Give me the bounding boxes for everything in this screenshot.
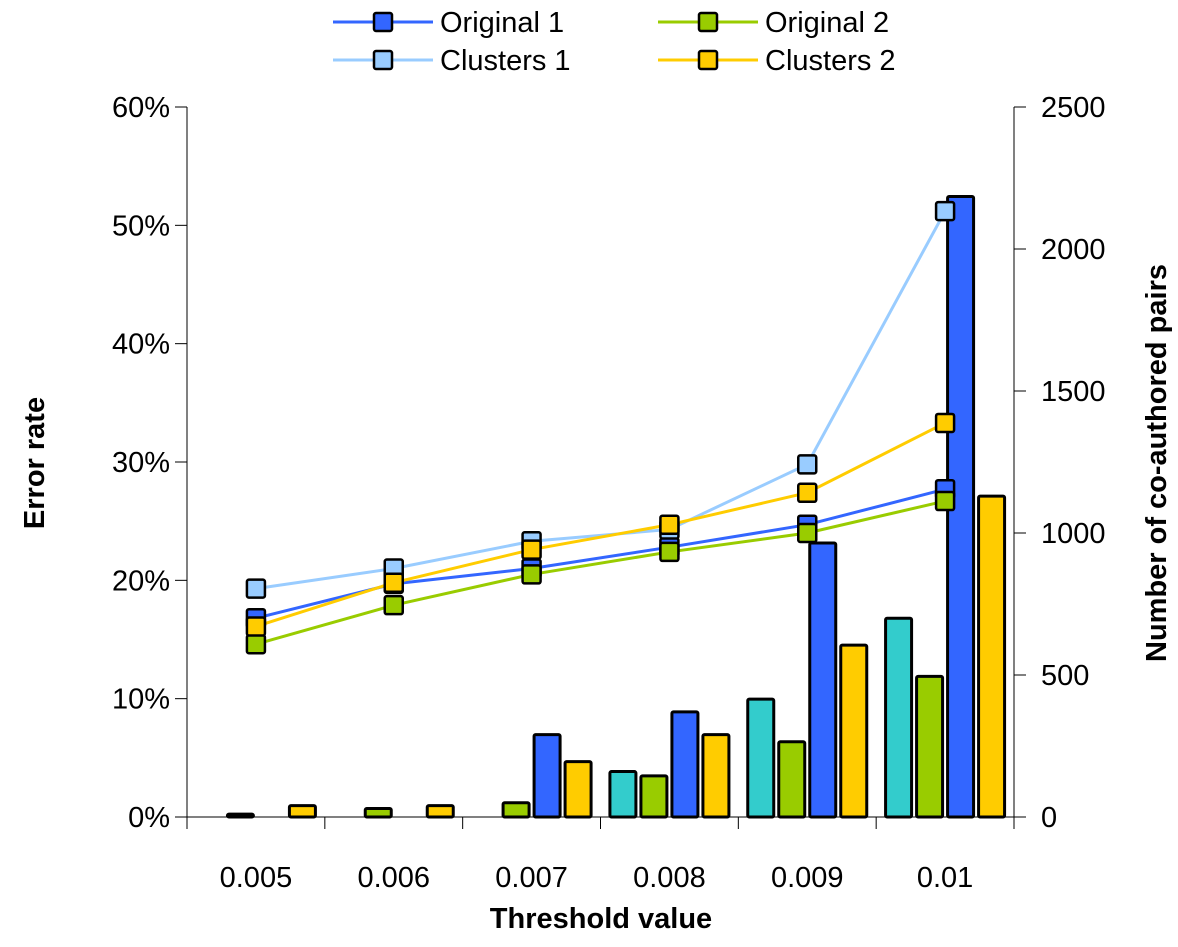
bar [363,806,393,819]
y-tick-label: 50% [112,210,170,242]
series-line [255,421,946,628]
bar [532,733,562,819]
series-line [255,210,947,591]
series-marker [797,482,818,504]
bar [563,760,593,819]
series-marker [934,412,956,434]
series-line [255,487,946,620]
y2-tick-label: 2000 [1041,234,1106,266]
y2-tick-label: 500 [1041,660,1089,692]
x-axis-title: Threshold value [490,903,712,935]
series-marker [245,633,267,655]
series-marker [383,594,404,616]
bar [670,710,700,819]
series-marker [934,200,956,222]
bar [608,770,638,819]
bar [701,733,731,819]
y-tick-label: 0% [128,802,170,834]
legend-marker [372,11,394,33]
x-tick-label: 0.008 [633,862,706,894]
bar [839,643,869,819]
legend: Original 1 Original 2 Clusters 1 Clusters 2 [333,7,896,77]
x-tick-label: 0.007 [495,862,568,894]
series-marker [797,454,818,475]
bar [639,774,669,819]
series-marker [934,490,956,512]
x-tick-label: 0.005 [220,862,293,894]
legend-label: Original 1 [440,7,564,39]
legend-marker [372,49,394,71]
series-marker [245,578,267,599]
series-marker [797,522,818,544]
bar [287,804,317,819]
y2-tick-label: 2500 [1041,92,1106,124]
x-tick-label: 0.009 [771,862,844,894]
y-axis-title: Error rate [19,397,51,529]
plot-area: 0% 10% 20% 30% 40% 50% 60% 0 500 1000 1500 2000 2500… [112,92,1106,894]
y-tick-label: 40% [112,329,170,361]
y2-tick-label: 1500 [1041,376,1106,408]
bar [884,616,914,819]
bar [977,494,1007,819]
bar [777,740,807,819]
bar [425,804,455,819]
y-tick-label: 10% [112,684,170,716]
y-tick-label: 20% [112,565,170,597]
legend-label: Clusters 1 [440,45,571,77]
legend-label: Clusters 2 [765,45,896,77]
series-marker [521,564,542,585]
x-tick-label: 0.01 [917,862,973,894]
bar [746,697,776,819]
bar [915,674,945,819]
y-tick-label: 30% [112,447,170,479]
bar [225,812,255,819]
series-marker [521,539,542,560]
y-tick-label: 60% [112,92,170,124]
series-marker [659,514,680,535]
x-tick-label: 0.006 [357,862,430,894]
legend-marker [697,11,719,33]
series-marker [383,572,404,593]
legend-marker [697,49,719,71]
y2-tick-label: 1000 [1041,518,1106,550]
bar [808,541,838,819]
bar [501,801,531,819]
series-marker [245,616,267,637]
legend-label: Original 2 [765,7,889,39]
y2-axis-title: Number of co-authored pairs [1141,264,1173,662]
y2-tick-label: 0 [1041,802,1057,834]
series-line [255,499,946,646]
series-marker [659,541,680,563]
